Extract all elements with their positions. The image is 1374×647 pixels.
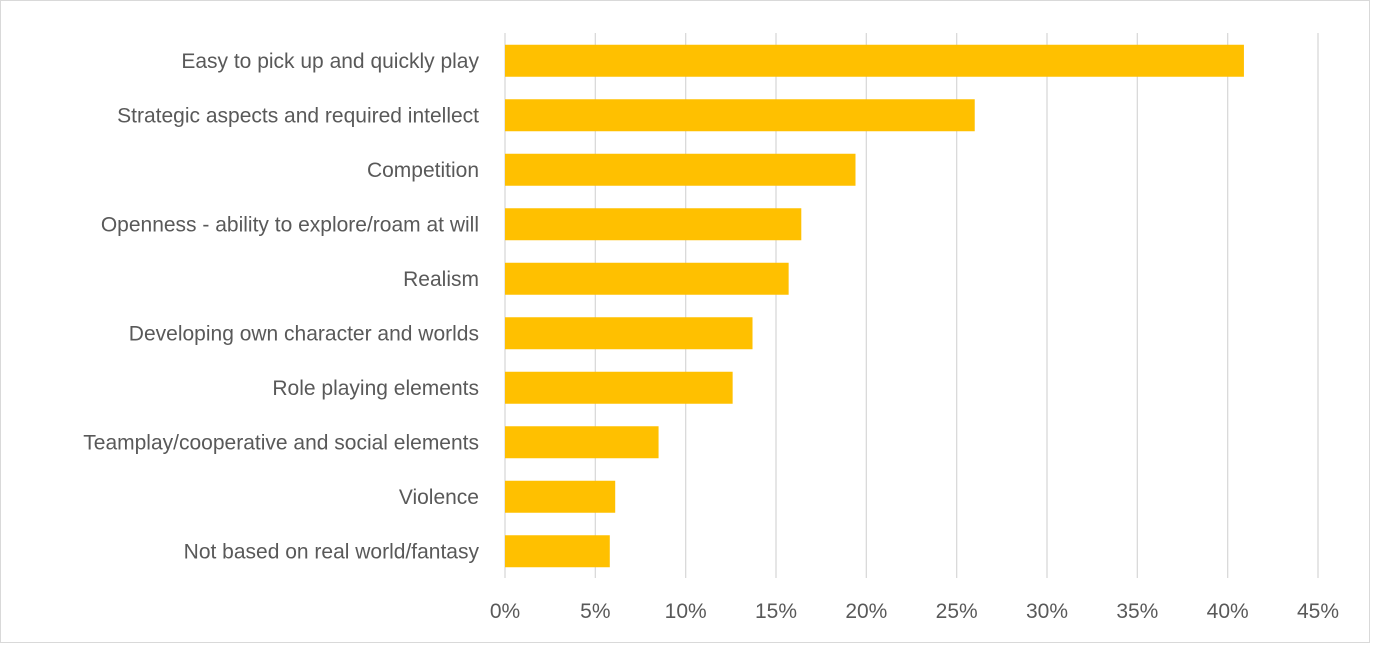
bar [505, 317, 753, 350]
x-tick-label: 35% [1116, 600, 1158, 623]
category-label: Violence [399, 486, 479, 509]
category-label: Easy to pick up and quickly play [181, 50, 479, 73]
bar [505, 535, 610, 568]
bar [505, 480, 616, 513]
x-axis-tick-labels: 0% 5% 10% 15% 20% 25% 30% 35% 40% 45% [490, 600, 1339, 623]
x-tick-label: 5% [580, 600, 610, 623]
x-tick-label: 45% [1297, 600, 1339, 623]
bar [505, 44, 1244, 77]
category-label: Strategic aspects and required intellect [117, 104, 479, 127]
category-label: Teamplay/cooperative and social elements [83, 431, 479, 454]
category-label: Competition [367, 159, 479, 182]
category-label: Developing own character and worlds [129, 322, 479, 345]
bar [505, 208, 802, 241]
category-labels: Easy to pick up and quickly play Strategi… [83, 50, 479, 564]
x-tick-label: 25% [936, 600, 978, 623]
category-label: Not based on real world/fantasy [184, 540, 480, 563]
x-tick-label: 0% [490, 600, 520, 623]
bar [505, 426, 659, 459]
category-label: Openness - ability to explore/roam at wi… [101, 213, 479, 236]
x-tick-label: 15% [755, 600, 797, 623]
x-tick-label: 10% [665, 600, 707, 623]
x-tick-label: 30% [1026, 600, 1068, 623]
bar [505, 371, 733, 404]
bar [505, 99, 975, 132]
bars [505, 44, 1244, 568]
x-tick-label: 20% [845, 600, 887, 623]
bar [505, 153, 856, 186]
category-label: Realism [403, 268, 479, 291]
bar [505, 262, 789, 295]
x-tick-label: 40% [1207, 600, 1249, 623]
category-label: Role playing elements [272, 377, 479, 400]
